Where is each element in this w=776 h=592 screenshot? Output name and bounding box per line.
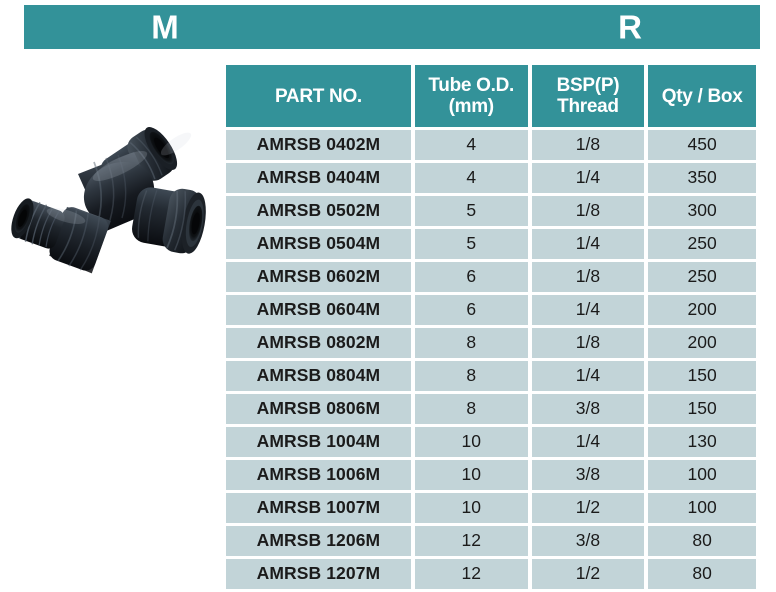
col-header-qty-box-line1: Qty / Box <box>661 85 743 107</box>
part-no-cell: AMRSB 0404M <box>226 163 411 193</box>
part-no-cell: AMRSB 0504M <box>226 229 411 259</box>
table-row: AMRSB 0804M 8 1/4 150 <box>226 361 756 391</box>
qty-box-cell: 80 <box>648 526 756 556</box>
table-row: AMRSB 1004M 10 1/4 130 <box>226 427 756 457</box>
col-header-part-no: PART NO. <box>226 65 411 127</box>
part-no-cell: AMRSB 1007M <box>226 493 411 523</box>
tube-od-cell: 12 <box>414 526 528 556</box>
thread-cell: 1/4 <box>531 295 645 325</box>
qty-box-cell: 250 <box>648 229 756 259</box>
thread-cell: 1/8 <box>531 262 645 292</box>
thread-cell: 1/4 <box>531 427 645 457</box>
thread-cell: 1/2 <box>531 493 645 523</box>
thread-cell: 3/8 <box>531 460 645 490</box>
part-no-cell: AMRSB 0802M <box>226 328 411 358</box>
thread-cell: 1/8 <box>531 328 645 358</box>
table-row: AMRSB 0404M 4 1/4 350 <box>226 163 756 193</box>
col-header-part-no-line1: PART NO. <box>274 85 362 107</box>
table-row: AMRSB 0802M 8 1/8 200 <box>226 328 756 358</box>
col-header-bsp-thread-line2: Thread <box>557 96 619 117</box>
qty-box-cell: 200 <box>648 295 756 325</box>
thread-cell: 3/8 <box>531 526 645 556</box>
col-header-tube-od: Tube O.D. (mm) <box>414 65 528 127</box>
thread-cell: 1/4 <box>531 361 645 391</box>
col-header-qty-box: Qty / Box <box>648 65 756 127</box>
qty-box-cell: 250 <box>648 262 756 292</box>
table-row: AMRSB 1007M 10 1/2 100 <box>226 493 756 523</box>
table-row: AMRSB 1206M 12 3/8 80 <box>226 526 756 556</box>
qty-box-cell: 450 <box>648 130 756 160</box>
table-row: AMRSB 0504M 5 1/4 250 <box>226 229 756 259</box>
part-no-cell: AMRSB 1006M <box>226 460 411 490</box>
col-header-bsp-thread: BSP(P) Thread <box>531 65 645 127</box>
tube-od-cell: 10 <box>414 427 528 457</box>
tube-od-cell: 10 <box>414 460 528 490</box>
table-row: AMRSB 1207M 12 1/2 80 <box>226 559 756 589</box>
tube-od-cell: 4 <box>414 163 528 193</box>
part-no-cell: AMRSB 0602M <box>226 262 411 292</box>
qty-box-cell: 80 <box>648 559 756 589</box>
male-thread-port <box>11 198 111 274</box>
tube-od-cell: 5 <box>414 196 528 226</box>
part-no-cell: AMRSB 0804M <box>226 361 411 391</box>
banner-label-r: R <box>618 8 642 46</box>
specification-table: PART NO. Tube O.D. (mm) BSP(P) Thread Qt… <box>222 62 760 592</box>
qty-box-cell: 100 <box>648 460 756 490</box>
part-no-cell: AMRSB 1004M <box>226 427 411 457</box>
tube-od-cell: 8 <box>414 328 528 358</box>
col-header-bsp-thread-line1: BSP(P) <box>556 75 620 96</box>
table-row: AMRSB 0604M 6 1/4 200 <box>226 295 756 325</box>
tube-od-cell: 6 <box>414 295 528 325</box>
qty-box-cell: 150 <box>648 394 756 424</box>
table-row: AMRSB 1006M 10 3/8 100 <box>226 460 756 490</box>
specular-highlight <box>46 132 192 224</box>
qty-box-cell: 130 <box>648 427 756 457</box>
tube-od-cell: 6 <box>414 262 528 292</box>
thread-cell: 1/4 <box>531 229 645 259</box>
part-no-cell: AMRSB 1207M <box>226 559 411 589</box>
part-no-cell: AMRSB 0806M <box>226 394 411 424</box>
thread-cell: 1/8 <box>531 196 645 226</box>
thread-cell: 1/4 <box>531 163 645 193</box>
banner-label-m: M <box>151 8 179 46</box>
qty-box-cell: 200 <box>648 328 756 358</box>
tube-od-cell: 8 <box>414 361 528 391</box>
tube-od-cell: 5 <box>414 229 528 259</box>
table-header: PART NO. Tube O.D. (mm) BSP(P) Thread Qt… <box>226 65 756 127</box>
tube-od-cell: 4 <box>414 130 528 160</box>
tube-od-cell: 10 <box>414 493 528 523</box>
thread-cell: 1/8 <box>531 130 645 160</box>
part-no-cell: AMRSB 0604M <box>226 295 411 325</box>
qty-box-cell: 300 <box>648 196 756 226</box>
table-row: AMRSB 0806M 8 3/8 150 <box>226 394 756 424</box>
product-image <box>8 100 213 285</box>
part-no-cell: AMRSB 1206M <box>226 526 411 556</box>
col-header-tube-od-line2: (mm) <box>448 96 495 117</box>
thread-cell: 3/8 <box>531 394 645 424</box>
table-row: AMRSB 0602M 6 1/8 250 <box>226 262 756 292</box>
qty-box-cell: 150 <box>648 361 756 391</box>
tube-od-cell: 12 <box>414 559 528 589</box>
table-row: AMRSB 0402M 4 1/8 450 <box>226 130 756 160</box>
col-header-tube-od-line1: Tube O.D. <box>428 75 515 96</box>
thread-cell: 1/2 <box>531 559 645 589</box>
qty-box-cell: 100 <box>648 493 756 523</box>
table-row: AMRSB 0502M 5 1/8 300 <box>226 196 756 226</box>
part-no-cell: AMRSB 0402M <box>226 130 411 160</box>
qty-box-cell: 350 <box>648 163 756 193</box>
right-push-in-port <box>131 187 206 254</box>
table-header-row: PART NO. Tube O.D. (mm) BSP(P) Thread Qt… <box>226 65 756 127</box>
tube-od-cell: 8 <box>414 394 528 424</box>
branch-tee-fitting-illustration <box>11 127 206 274</box>
part-no-cell: AMRSB 0502M <box>226 196 411 226</box>
table-body: AMRSB 0402M 4 1/8 450 AMRSB 0404M 4 1/4 350 AMRS… <box>226 130 756 589</box>
page-banner: M R <box>24 5 760 49</box>
